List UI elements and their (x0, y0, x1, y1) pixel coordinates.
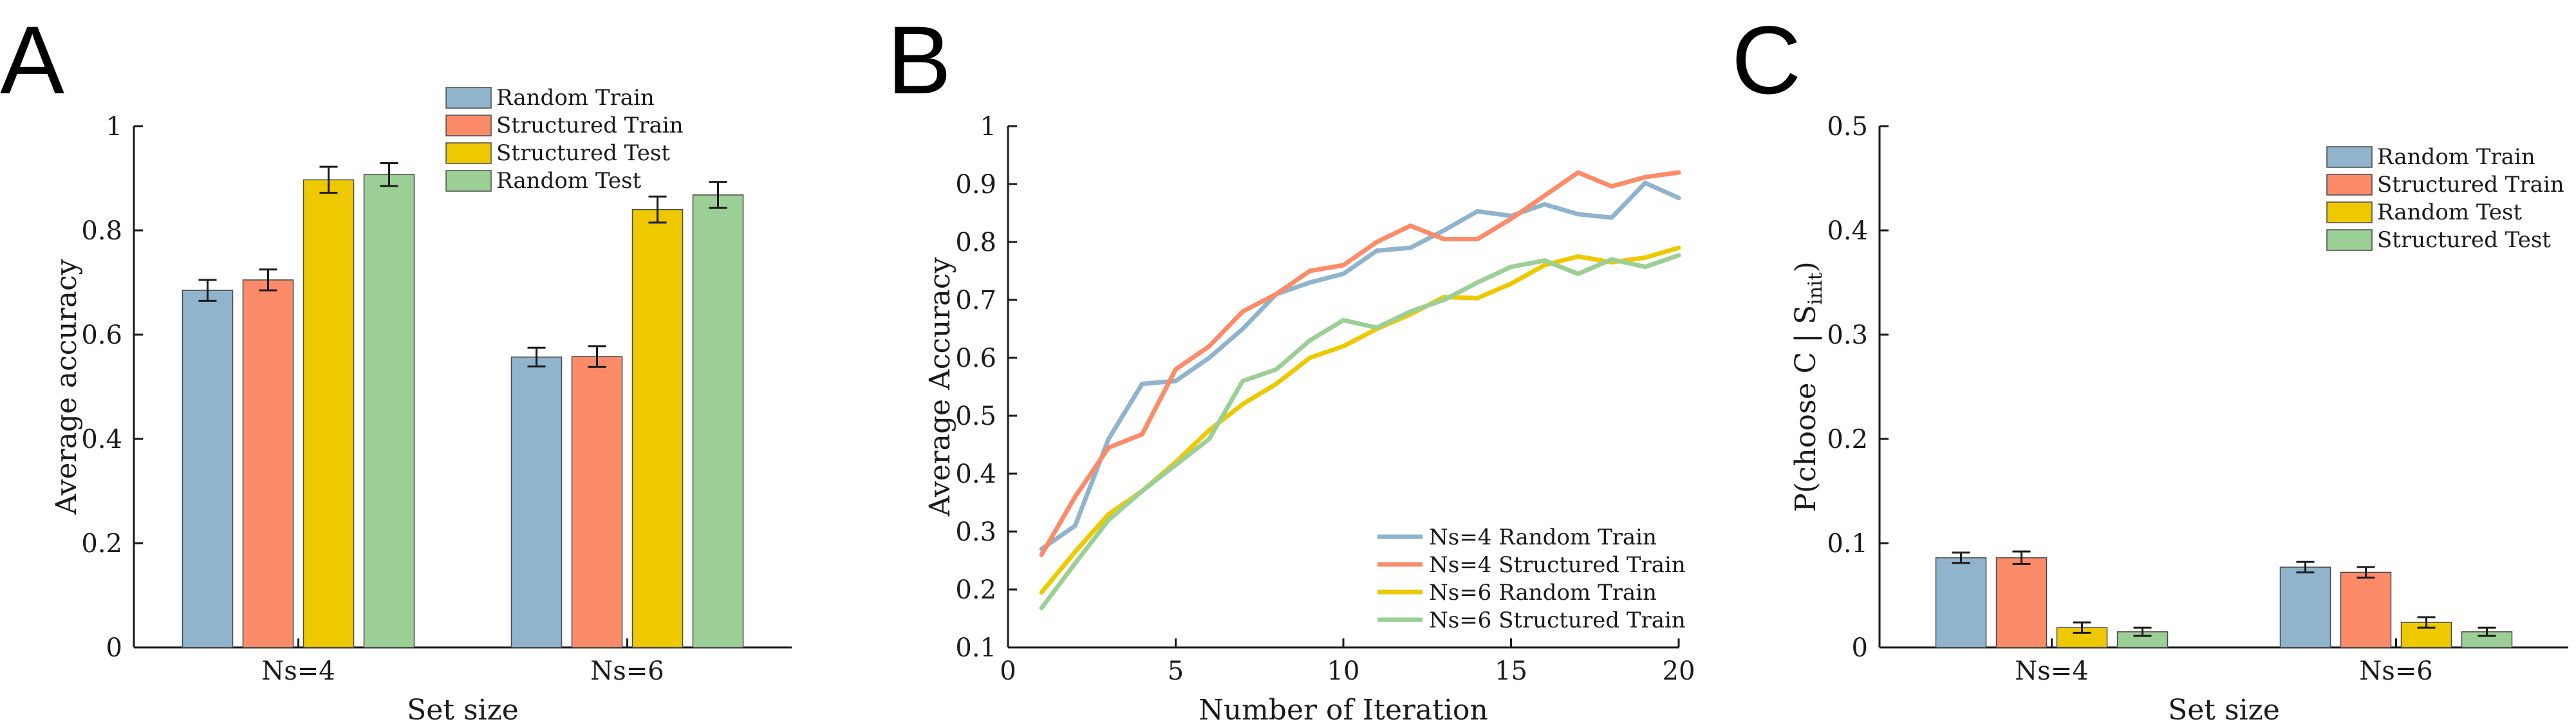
bar (510, 357, 563, 648)
y-tick-label: 0.3 (955, 517, 996, 547)
x-tick-label: Ns=4 (261, 656, 335, 686)
x-tick-label: 15 (1495, 656, 1527, 686)
y-tick-label: 0.1 (955, 633, 996, 663)
legend-label: Structured Test (2377, 227, 2551, 253)
bar (182, 290, 234, 648)
legend-label: Random Train (2377, 144, 2535, 170)
x-tick-label: 0 (1000, 656, 1016, 686)
panel-letter-c: C (1731, 6, 1801, 114)
legend-label: Random Test (2377, 200, 2522, 225)
bar (303, 179, 355, 648)
y-tick-label: 0.5 (955, 402, 996, 431)
y-tick-label: 1 (980, 112, 996, 142)
bar (1935, 557, 1987, 648)
y-tick-label: 0.4 (1827, 216, 1868, 246)
y-tick-label: 0.1 (1827, 529, 1868, 559)
legend-label: Ns=6 Structured Train (1429, 608, 1686, 633)
x-tick-label: 10 (1327, 656, 1360, 686)
bar (1995, 557, 2048, 648)
x-axis-label: Set size (2168, 694, 2280, 724)
bar (242, 279, 294, 648)
legend-swatch (2326, 146, 2373, 168)
panel-a-bar-chart: 0 0.2 0.4 0.6 0.8 1 Ns=4 Ns=6 Set size Average ac… (50, 85, 792, 724)
legend-label: Structured Train (2377, 172, 2564, 198)
panel-letter-b: B (887, 6, 951, 114)
series-line (1039, 253, 1681, 611)
x-axis-label: Set size (407, 694, 519, 724)
legend-swatch (2326, 229, 2373, 251)
y-tick-label: 1 (106, 112, 122, 142)
legend-label: Ns=4 Random Train (1429, 524, 1657, 550)
legend-swatch (445, 170, 492, 192)
x-tick-label: Ns=6 (2359, 656, 2433, 686)
legend-label: Ns=6 Random Train (1429, 580, 1657, 606)
y-tick-label: 0.7 (955, 286, 996, 315)
bar (631, 209, 684, 648)
legend-label: Random Train (496, 85, 655, 111)
bar (692, 194, 744, 648)
legend-swatch (2326, 201, 2373, 223)
bar (363, 174, 415, 648)
y-tick-label: 0.2 (955, 575, 996, 605)
y-tick-label: 0 (106, 633, 122, 663)
x-tick-label: Ns=6 (590, 656, 664, 686)
legend-label: Structured Test (496, 140, 670, 166)
legend-swatch (445, 115, 492, 136)
y-axis-label: Average accuracy (50, 259, 83, 515)
x-tick-label: 5 (1168, 656, 1184, 686)
x-tick-label: 20 (1663, 656, 1695, 686)
y-tick-label: 0.5 (1827, 112, 1868, 142)
y-tick-label: 0.8 (81, 216, 122, 246)
y-tick-label: 0.3 (1827, 320, 1868, 350)
y-tick-label: 0.4 (81, 425, 122, 454)
panel-c-bar-chart: 0 0.1 0.2 0.3 0.4 0.5 Ns=4 Ns=6 Set size P(choose… (1789, 112, 2568, 724)
bar (2279, 566, 2331, 648)
y-tick-label: 0.4 (955, 459, 996, 489)
y-tick-label: 0 (1852, 633, 1868, 663)
y-axis-label-subscript: init (1804, 272, 1827, 305)
panel-b-line-chart: 0.10.20.30.40.50.60.70.80.910 5 10 15 20Numb… (924, 112, 1695, 724)
bar (2340, 571, 2392, 648)
legend-swatch (445, 142, 492, 164)
y-axis-label: P(choose C | Sinit) (1789, 261, 1827, 512)
y-axis-label: Average Accuracy (924, 257, 957, 517)
y-axis-label-close: ) (1789, 261, 1822, 272)
x-tick-label: Ns=4 (2015, 656, 2089, 686)
legend-label: Random Test (496, 168, 641, 194)
legend-swatch (2326, 174, 2373, 196)
panel-letter-a: A (0, 6, 64, 114)
y-tick-label: 0.2 (81, 529, 122, 559)
legend-swatch (445, 87, 492, 109)
series-line (1039, 170, 1681, 557)
bar (571, 356, 623, 648)
legend-label: Ns=4 Structured Train (1429, 552, 1686, 578)
y-tick-label: 0.6 (955, 344, 996, 373)
y-tick-label: 0.2 (1827, 425, 1868, 454)
x-axis-label: Number of Iteration (1199, 694, 1488, 724)
y-tick-label: 0.8 (955, 228, 996, 257)
y-tick-label: 0.6 (81, 320, 122, 350)
series-line (1039, 180, 1681, 552)
legend-label: Structured Train (496, 113, 684, 138)
y-axis-label-main: P(choose C | S (1789, 305, 1822, 512)
y-tick-label: 0.9 (955, 170, 996, 200)
